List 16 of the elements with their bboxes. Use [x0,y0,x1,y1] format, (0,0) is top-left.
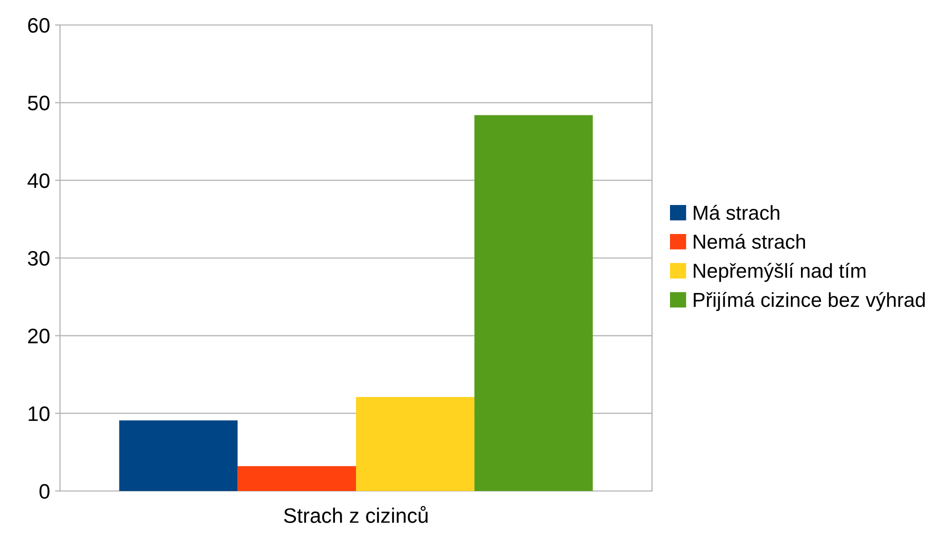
y-tick-label: 10 [28,406,50,422]
legend-label: Přijímá cizince bez výhrad [694,292,925,311]
bar [356,397,474,491]
y-tick-label: 30 [28,251,50,266]
y-tick-label: 40 [28,173,50,188]
bar [474,115,593,491]
y-tick-label: 60 [28,18,50,33]
y-tick-label: 50 [28,96,50,110]
legend-label: Nepřemýšlí nad tím [694,262,866,282]
bar [119,420,238,491]
x-tick-label: Strach z cizinců [284,506,428,523]
legend-label: Má strach [694,204,780,220]
y-tick-label: 20 [28,328,50,344]
legend-label: Nemá strach [694,234,806,249]
bar [238,466,356,491]
y-tick-label: 0 [40,484,50,499]
